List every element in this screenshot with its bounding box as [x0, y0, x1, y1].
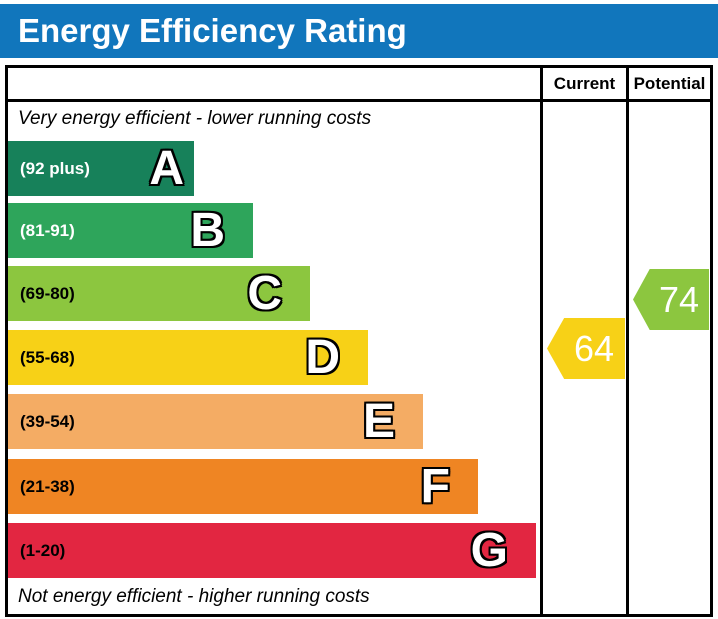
table-header-row: Current Potential — [8, 68, 710, 102]
band-row-c: (69-80) C — [8, 266, 310, 321]
column-header-current: Current — [553, 73, 616, 93]
band-row-f: (21-38) F — [8, 459, 478, 514]
bottom-note: Not energy efficient - higher running co… — [18, 586, 370, 607]
band-letter: F — [420, 460, 450, 513]
band-range-label: (21-38) — [20, 476, 75, 496]
band-letter: E — [362, 395, 395, 448]
band-range-label: (1-20) — [20, 540, 66, 560]
band-row-g: (1-20) G — [8, 523, 536, 578]
potential-rating-value: 74 — [658, 278, 700, 320]
column-divider-chart-current — [540, 68, 543, 614]
band-range-label: (55-68) — [20, 347, 75, 367]
page-title: Energy Efficiency Rating — [18, 12, 407, 49]
column-header-potential: Potential — [633, 73, 706, 93]
band-row-b: (81-91) B — [8, 203, 253, 258]
band-letter: D — [305, 331, 340, 384]
band-row-e: (39-54) E — [8, 394, 423, 449]
potential-rating-arrow: 74 — [633, 269, 709, 330]
rating-table: Current Potential Very energy efficient … — [5, 65, 713, 617]
band-letter: B — [190, 204, 225, 257]
current-rating-arrow: 64 — [547, 318, 625, 379]
column-divider-current-potential — [626, 68, 629, 614]
band-range-label: (92 plus) — [20, 158, 90, 178]
band-letter: A — [149, 142, 184, 195]
current-rating-value: 64 — [573, 327, 615, 369]
band-row-a: (92 plus) A — [8, 141, 194, 196]
band-letter: G — [470, 524, 508, 577]
band-letter: C — [247, 267, 282, 320]
band-range-label: (39-54) — [20, 411, 75, 431]
top-note: Very energy efficient - lower running co… — [18, 108, 372, 129]
band-row-d: (55-68) D — [8, 330, 368, 385]
band-range-label: (69-80) — [20, 283, 75, 303]
band-range-label: (81-91) — [20, 220, 75, 240]
title-bar: Energy Efficiency Rating — [0, 4, 718, 58]
